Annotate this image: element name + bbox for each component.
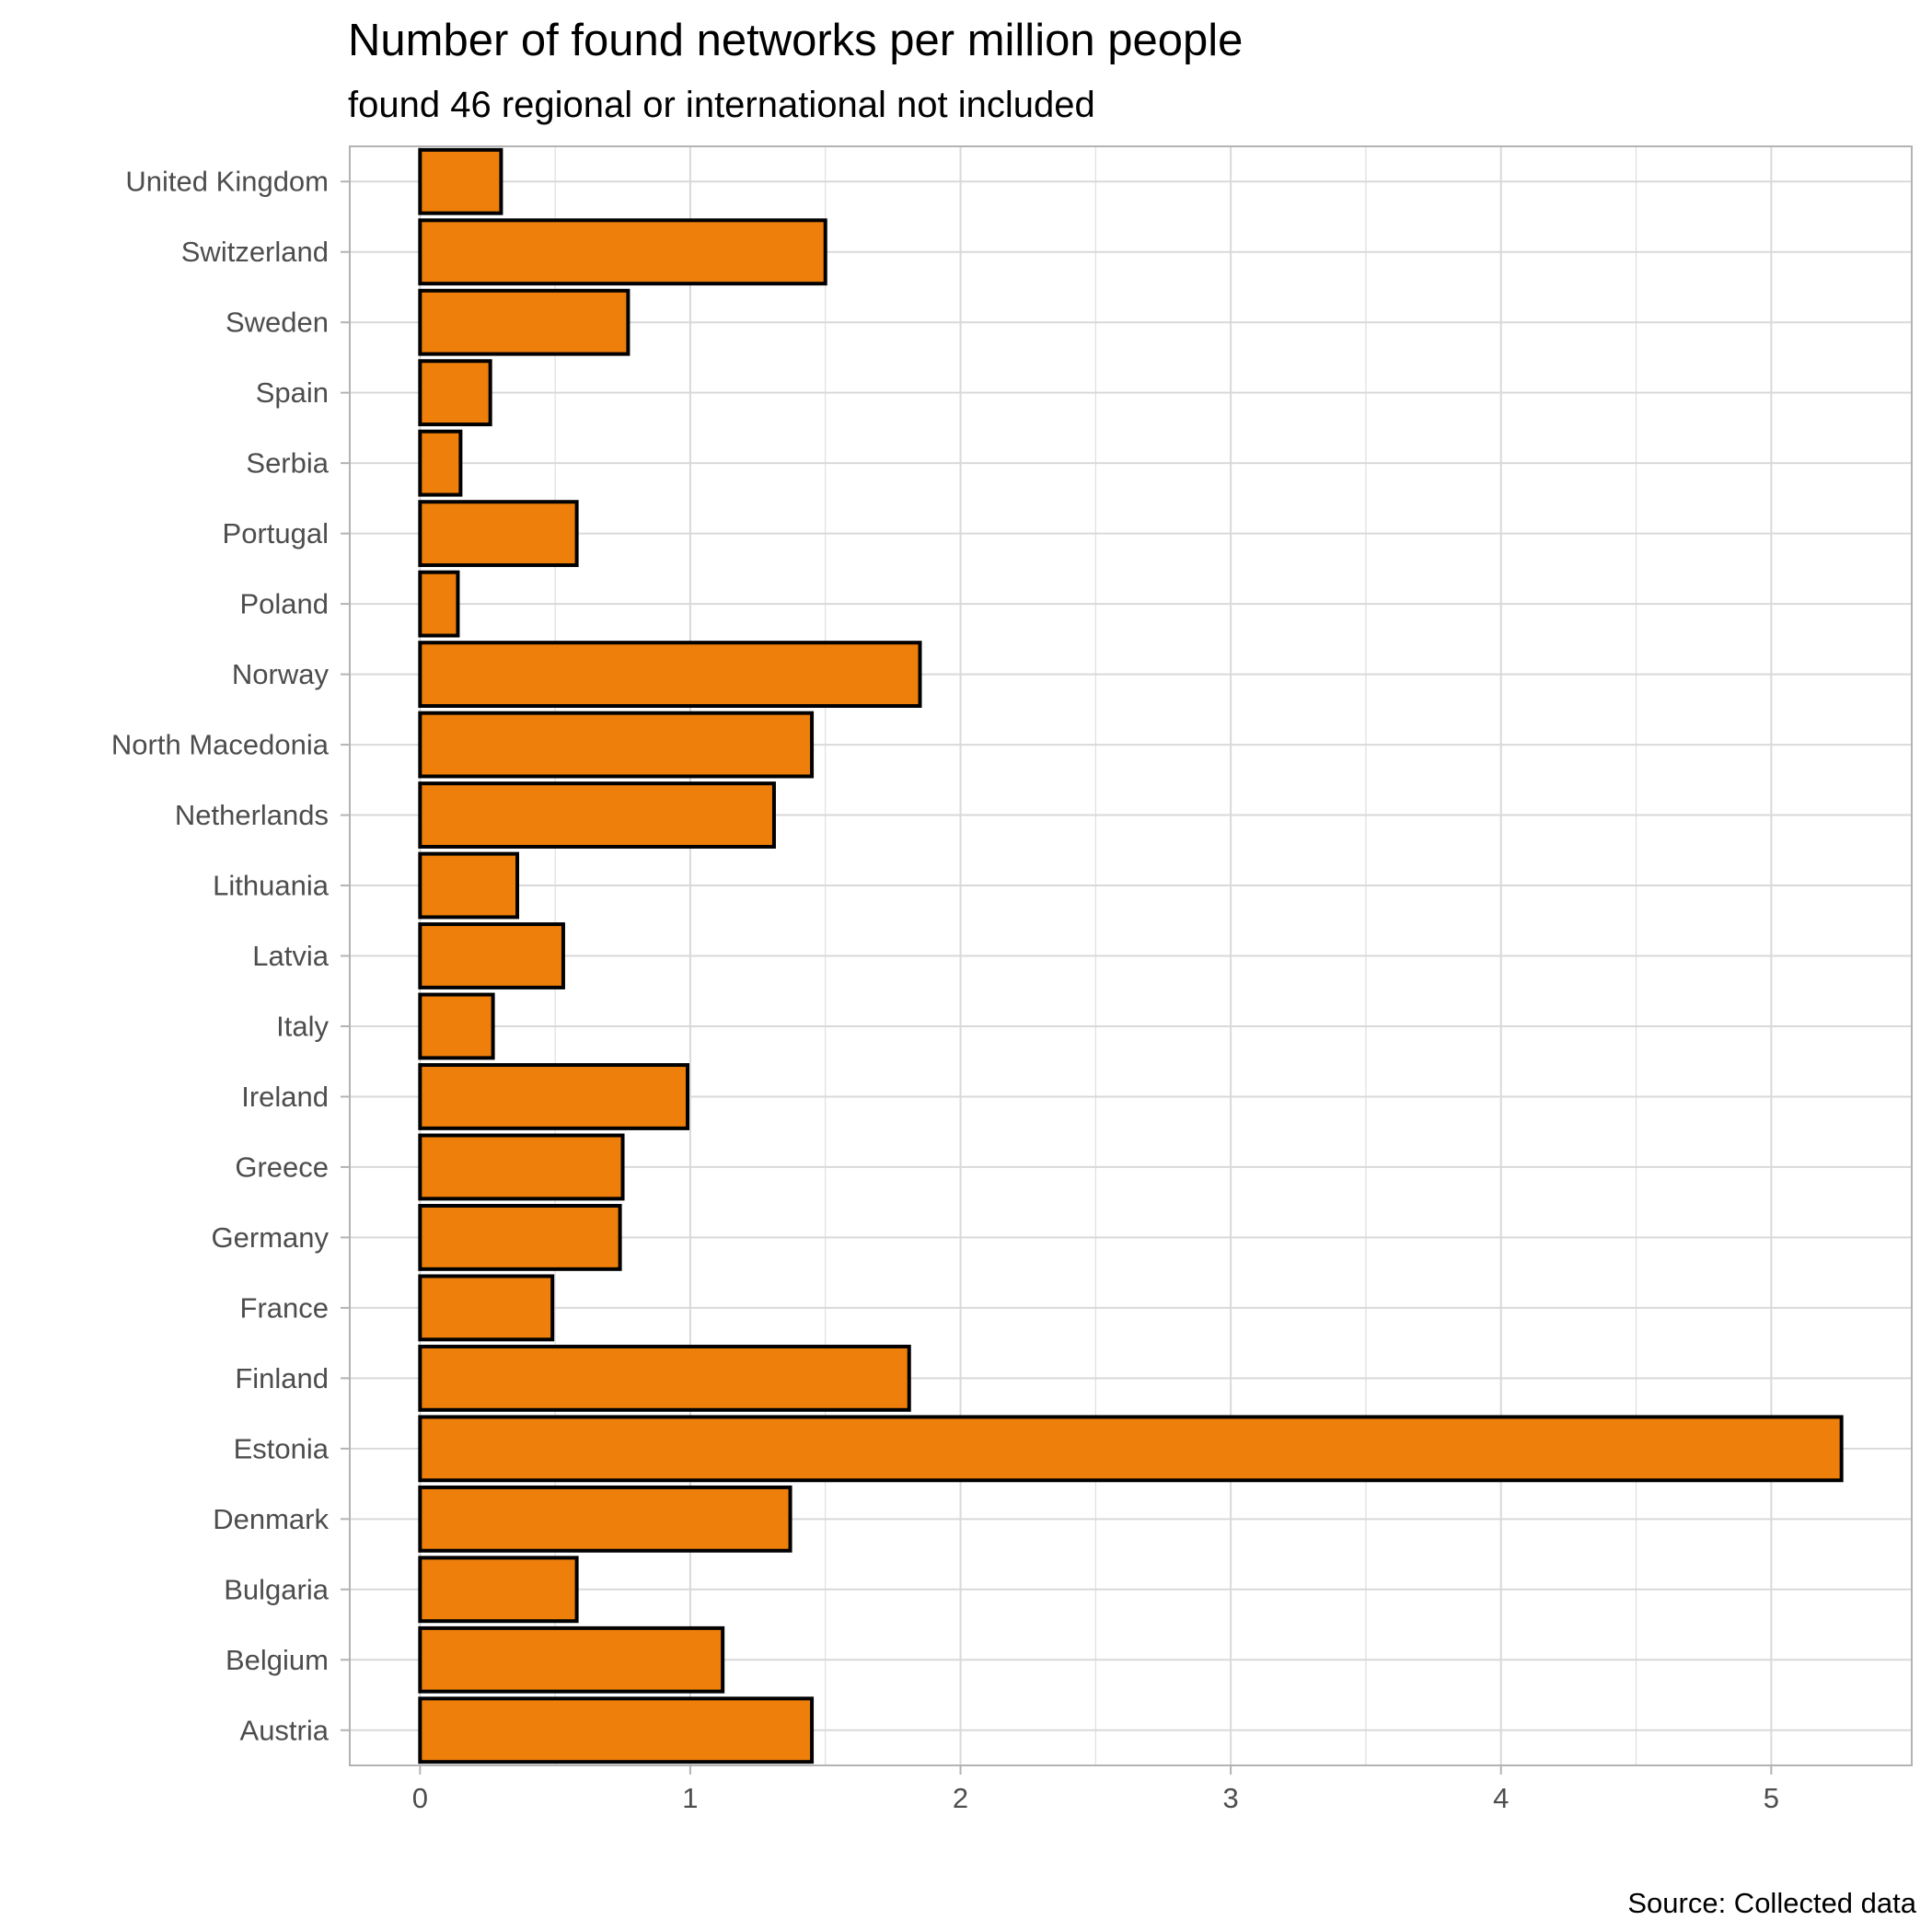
bar [418, 1344, 911, 1412]
y-tick-label: Portugal [223, 517, 329, 550]
x-tick-label: 0 [412, 1782, 428, 1814]
bar [418, 1203, 622, 1271]
y-tick-label: Sweden [226, 307, 329, 339]
y-axis: United Kingdom Switzerland Sweden Spain Serb… [111, 166, 350, 1746]
y-tick-label: Finland [235, 1362, 329, 1394]
bar [418, 711, 815, 779]
bar [418, 1556, 579, 1624]
bar [418, 641, 922, 709]
bar [418, 1696, 815, 1764]
y-tick-label: Latvia [252, 940, 329, 972]
x-tick-label: 5 [1764, 1782, 1779, 1814]
y-tick-label: Denmark [213, 1503, 329, 1535]
bar [418, 1625, 725, 1694]
y-tick-label: Lithuania [213, 870, 330, 902]
y-tick-label: Switzerland [181, 236, 329, 268]
bar [418, 781, 776, 849]
y-tick-label: Belgium [226, 1644, 329, 1676]
x-tick-label: 4 [1493, 1782, 1509, 1814]
bar [418, 1133, 625, 1201]
y-tick-label: Spain [256, 376, 329, 409]
y-tick-label: Norway [232, 658, 330, 690]
bar [418, 992, 495, 1060]
x-axis: 0 1 2 3 4 5 [412, 1765, 1779, 1814]
bar [418, 359, 492, 427]
y-tick-label: Estonia [234, 1432, 330, 1464]
y-tick-label: Ireland [241, 1081, 329, 1113]
bar [418, 1063, 689, 1130]
bar [418, 1485, 792, 1553]
bars [418, 147, 1844, 1764]
y-tick-label: Italy [276, 1010, 329, 1042]
chart-subtitle: found 46 regional or international not i… [348, 85, 1095, 125]
y-tick-label: North Macedonia [111, 729, 330, 761]
bar [418, 922, 565, 989]
y-tick-label: United Kingdom [125, 166, 329, 198]
x-tick-label: 3 [1223, 1782, 1239, 1814]
y-tick-label: Poland [239, 588, 329, 620]
bar [418, 1415, 1844, 1483]
bar [418, 429, 463, 497]
chart-caption: Source: Collected data [1627, 1887, 1916, 1919]
y-tick-label: Bulgaria [224, 1573, 329, 1605]
y-tick-label: France [240, 1291, 329, 1324]
bar [418, 147, 503, 215]
grid [350, 146, 1912, 1765]
y-tick-label: Netherlands [175, 799, 329, 831]
chart-title: Number of found networks per million peo… [348, 16, 1243, 65]
bar [418, 288, 631, 356]
y-tick-label: Austria [240, 1714, 330, 1746]
y-tick-label: Serbia [246, 447, 329, 480]
x-tick-label: 2 [953, 1782, 968, 1814]
bar [418, 570, 460, 638]
bar [418, 1274, 555, 1342]
x-tick-label: 1 [682, 1782, 698, 1814]
y-tick-label: Germany [212, 1221, 330, 1254]
y-tick-label: Greece [235, 1151, 329, 1183]
bar [418, 851, 520, 920]
bar [418, 500, 579, 568]
bar [418, 218, 827, 286]
